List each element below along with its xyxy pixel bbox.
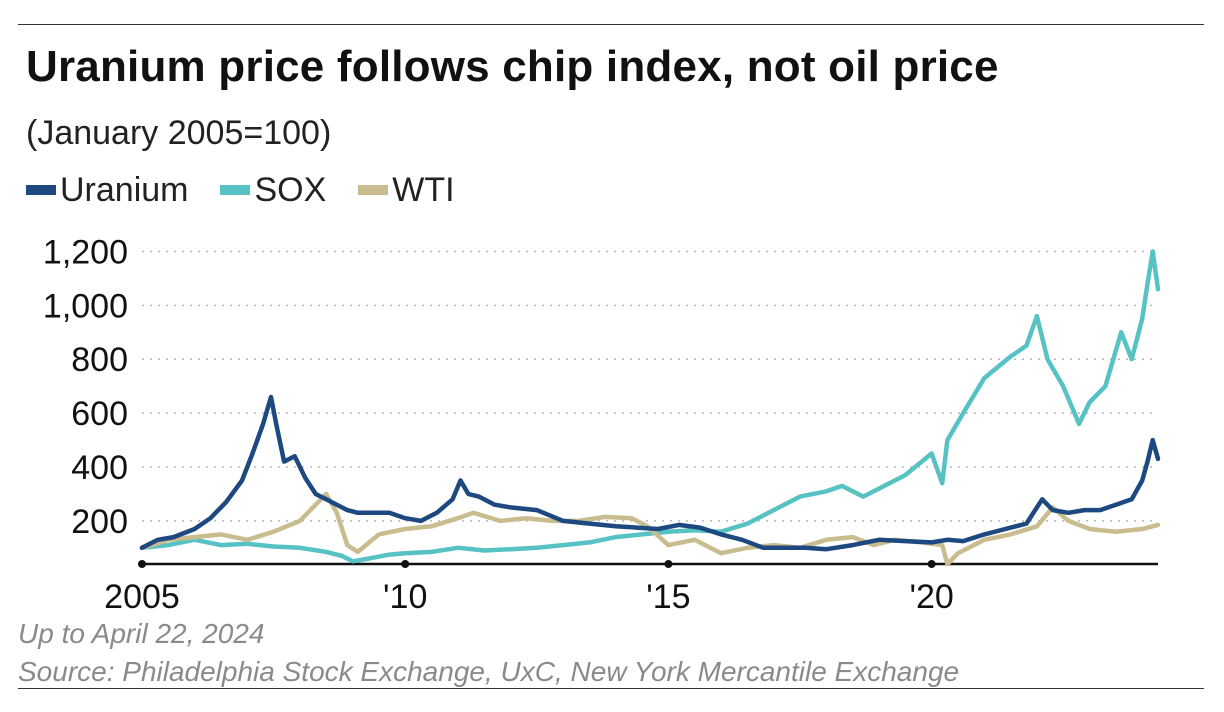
line-chart: 200 400 600 800 1,000 1,200 2005 '10 '15 '20 <box>43 233 1161 616</box>
series-line-uranium <box>139 394 1161 552</box>
bottom-rule <box>18 688 1204 689</box>
legend: Uranium SOX WTI <box>26 170 487 210</box>
x-tick-dot-2005 <box>138 560 146 568</box>
x-tick-label-2010: '10 <box>383 578 427 616</box>
chart-subtitle: (January 2005=100) <box>26 114 332 152</box>
x-tick-label-2005: 2005 <box>104 578 180 616</box>
legend-label-wti: WTI <box>392 170 455 209</box>
x-tick-dot-2010 <box>401 560 410 568</box>
legend-label-uranium: Uranium <box>60 170 189 209</box>
x-tick-dot-2015 <box>664 560 673 568</box>
y-tick-label-1200: 1,200 <box>43 233 128 271</box>
legend-swatch-sox <box>220 185 251 195</box>
series-line-sox <box>139 249 1161 564</box>
legend-label-sox: SOX <box>254 170 327 209</box>
y-tick-label-1000: 1,000 <box>43 287 128 325</box>
y-tick-label-400: 400 <box>71 449 128 487</box>
x-tick-label-2020: '20 <box>909 578 953 616</box>
date-note: Up to April 22, 2024 <box>18 618 265 649</box>
chart-title: Uranium price follows chip index, not oi… <box>26 42 999 91</box>
legend-item-uranium: Uranium <box>26 171 188 210</box>
x-tick-dot-2020 <box>927 560 936 568</box>
y-tick-label-200: 200 <box>71 503 128 541</box>
x-tick-label-2015: '15 <box>646 578 690 616</box>
legend-item-wti: WTI <box>358 170 455 210</box>
top-rule <box>18 24 1204 25</box>
legend-swatch-uranium <box>26 185 56 195</box>
legend-swatch-wti <box>358 185 389 195</box>
legend-item-sox: SOX <box>220 171 326 210</box>
y-tick-label-800: 800 <box>71 341 128 379</box>
source-note: Source: Philadelphia Stock Exchange, UxC… <box>18 656 960 687</box>
y-tick-label-600: 600 <box>71 395 128 433</box>
